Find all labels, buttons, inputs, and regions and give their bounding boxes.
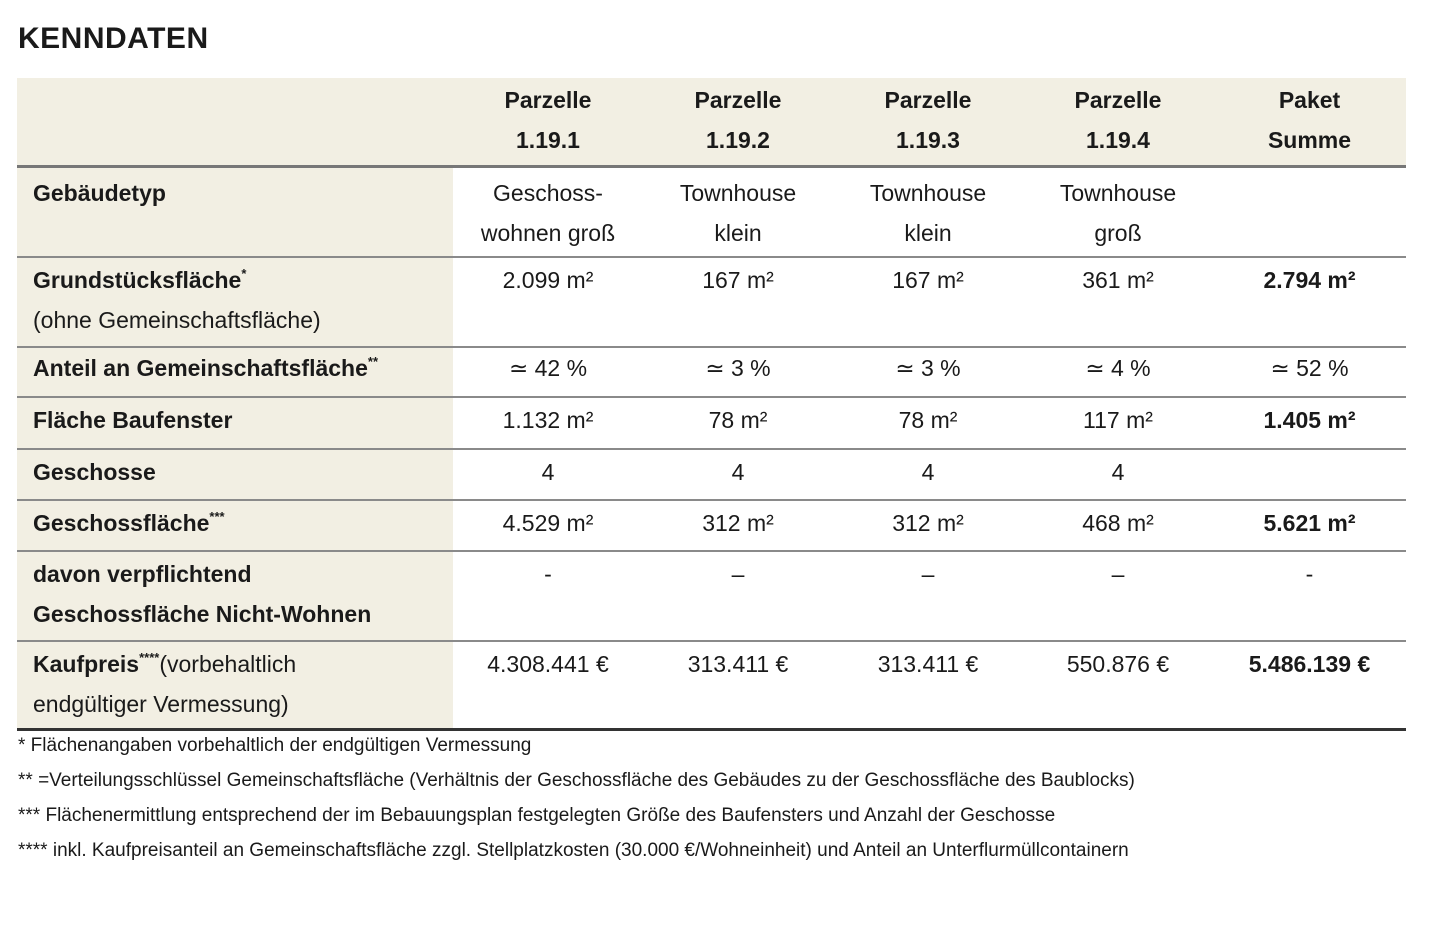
table-cell: 4 — [833, 449, 1023, 501]
table-cell: Geschoss-wohnen groß — [453, 166, 643, 258]
table-cell: 78 m² — [833, 397, 1023, 450]
table-cell: 4.529 m² — [453, 500, 643, 552]
table-cell: 4 — [643, 449, 833, 501]
table-cell: ≃ 3 % — [643, 347, 833, 398]
row-label: Kaufpreis****(vorbehaltlich endgültiger V… — [17, 641, 453, 731]
table-cell: ≃ 3 % — [833, 347, 1023, 398]
table-cell: 4.308.441 € — [453, 641, 643, 731]
table-cell: ≃ 52 % — [1213, 347, 1406, 398]
table-cell: 2.099 m² — [453, 257, 643, 348]
footnotes: * Flächenangaben vorbehaltlich der endgü… — [18, 728, 1135, 868]
table-cell: 312 m² — [833, 500, 1023, 552]
table-cell: 1.132 m² — [453, 397, 643, 450]
table-cell: Townhouse klein — [643, 166, 833, 258]
table-cell: 117 m² — [1023, 397, 1213, 450]
table-row: Geschossfläche*** 4.529 m² 312 m² 312 m²… — [17, 500, 1406, 552]
table-row: Grundstücksfläche* (ohne Gemeinschaftsflä… — [17, 257, 1406, 348]
header-parzelle-4: Parzelle 1.19.4 — [1023, 78, 1213, 168]
table-cell: ≃ 42 % — [453, 347, 643, 398]
table-cell: 312 m² — [643, 500, 833, 552]
table-cell: 313.411 € — [833, 641, 1023, 731]
table-cell: Townhouse klein — [833, 166, 1023, 258]
row-label: Geschosse — [17, 449, 453, 501]
row-label: davon verpflichtend Geschossfläche Nicht-… — [17, 551, 453, 642]
table-cell: 167 m² — [833, 257, 1023, 348]
row-label: Fläche Baufenster — [17, 397, 453, 450]
table-cell: 313.411 € — [643, 641, 833, 731]
table-cell: Townhouse groß — [1023, 166, 1213, 258]
table-cell: – — [833, 551, 1023, 642]
table-cell-sum: 1.405 m² — [1213, 397, 1406, 450]
table-row: Geschosse 4 4 4 4 — [17, 449, 1406, 501]
row-label: Gebäudetyp — [17, 166, 453, 258]
table-cell: – — [1023, 551, 1213, 642]
table-cell: 4 — [1023, 449, 1213, 501]
table-cell: 361 m² — [1023, 257, 1213, 348]
row-label: Geschossfläche*** — [17, 500, 453, 552]
header-corner — [17, 78, 453, 168]
table-cell-sum: 2.794 m² — [1213, 257, 1406, 348]
table-cell-sum: 5.621 m² — [1213, 500, 1406, 552]
footnote: * Flächenangaben vorbehaltlich der endgü… — [18, 735, 532, 756]
table-cell: 468 m² — [1023, 500, 1213, 552]
header-parzelle-3: Parzelle 1.19.3 — [833, 78, 1023, 168]
table-cell-sum: 5.486.139 € — [1213, 641, 1406, 731]
table-row: Anteil an Gemeinschaftsfläche** ≃ 42 % ≃… — [17, 347, 1406, 398]
table-cell: 167 m² — [643, 257, 833, 348]
table-cell: - — [1213, 551, 1406, 642]
row-label: Grundstücksfläche* (ohne Gemeinschaftsflä… — [17, 257, 453, 348]
table-row: davon verpflichtend Geschossfläche Nicht-… — [17, 551, 1406, 642]
table-cell: ≃ 4 % — [1023, 347, 1213, 398]
table-row: Fläche Baufenster 1.132 m² 78 m² 78 m² 1… — [17, 397, 1406, 450]
table-cell: – — [643, 551, 833, 642]
table-cell — [1213, 449, 1406, 501]
header-paket-summe: Paket Summe — [1213, 78, 1406, 168]
table-cell: 550.876 € — [1023, 641, 1213, 731]
table-row: Gebäudetyp Geschoss-wohnen groß Townhous… — [17, 166, 1406, 258]
footnote: *** Flächenermittlung entsprechend der i… — [18, 805, 1056, 826]
table-cell: 4 — [453, 449, 643, 501]
footnote: **** inkl. Kaufpreisanteil an Gemeinscha… — [18, 840, 1129, 861]
table-cell — [1213, 166, 1406, 258]
footnote: ** =Verteilungsschlüssel Gemeinschaftsfl… — [18, 770, 1135, 791]
key-data-table: Parzelle 1.19.1 Parzelle 1.19.2 Parzelle 1.… — [17, 78, 1406, 731]
header-parzelle-2: Parzelle 1.19.2 — [643, 78, 833, 168]
table-header-row: Parzelle 1.19.1 Parzelle 1.19.2 Parzelle 1.… — [17, 78, 1406, 168]
table-row: Kaufpreis****(vorbehaltlich endgültiger V… — [17, 641, 1406, 731]
row-label: Anteil an Gemeinschaftsfläche** — [17, 347, 453, 398]
table-cell: 78 m² — [643, 397, 833, 450]
table-cell: - — [453, 551, 643, 642]
page-title: KENNDATEN — [18, 22, 209, 55]
header-parzelle-1: Parzelle 1.19.1 — [453, 78, 643, 168]
